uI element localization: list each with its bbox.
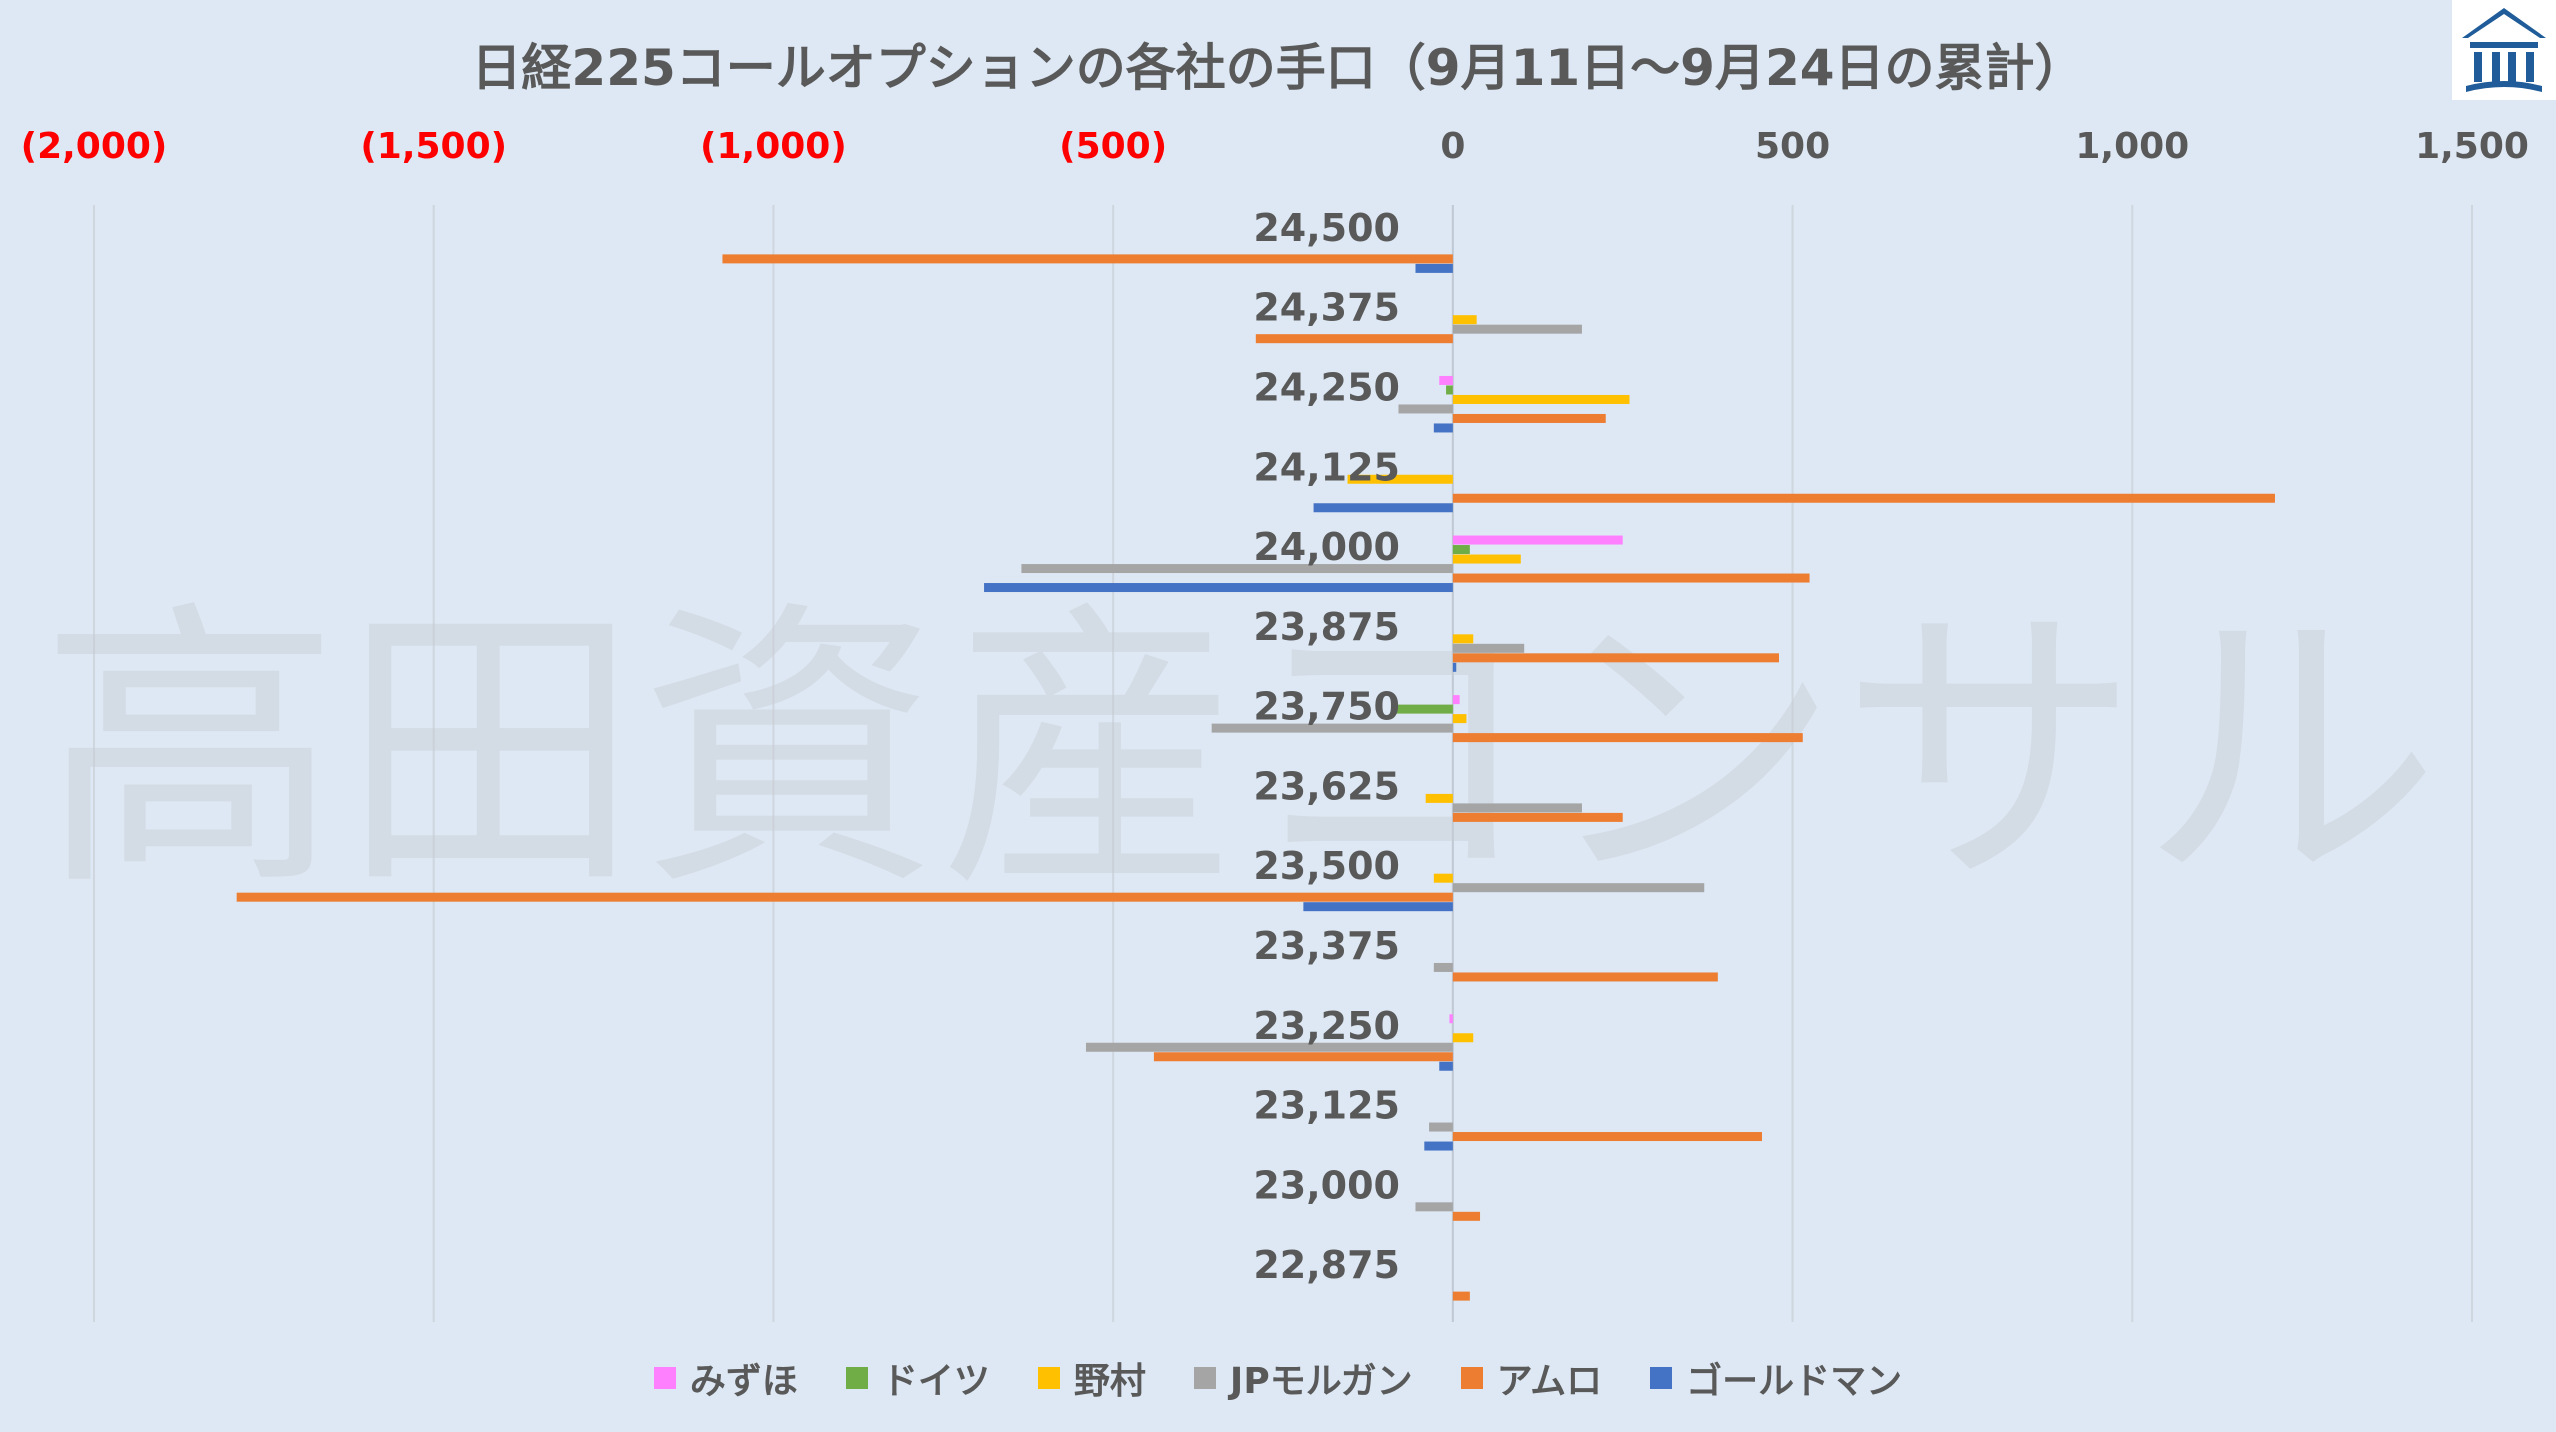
- bar: [1446, 385, 1453, 395]
- bar: [1452, 695, 1460, 705]
- x-tick-label: (2,000): [21, 126, 168, 167]
- legend-swatch: [1193, 1367, 1216, 1389]
- chart-title: 日経225コールオプションの各社の手口（9月11日～9月24日の累計）: [471, 39, 2085, 97]
- bar: [1452, 573, 1810, 583]
- legend-swatch: [845, 1367, 868, 1389]
- bar: [1433, 423, 1453, 433]
- legend-label: みずほ: [689, 1361, 798, 1402]
- bar: [1452, 554, 1521, 564]
- category-label: 23,125: [1253, 1084, 1400, 1128]
- bar: [1452, 803, 1582, 813]
- legend-swatch: [1037, 1367, 1060, 1389]
- bar: [1452, 714, 1467, 724]
- logo: [2452, 0, 2556, 100]
- bar: [1452, 315, 1477, 325]
- bar: [1452, 662, 1457, 672]
- bar: [1452, 545, 1470, 555]
- bar: [1255, 334, 1453, 344]
- bar: [1452, 535, 1623, 545]
- bar: [1449, 1014, 1453, 1024]
- legend-swatch: [1650, 1367, 1673, 1389]
- category-label: 23,500: [1253, 844, 1400, 888]
- category-label: 23,375: [1253, 924, 1400, 968]
- category-labels: 24,500 24,375 24,250 24,125 24,000 23,875 23,7…: [1253, 206, 1400, 1287]
- bar: [1452, 812, 1623, 822]
- bar: [1452, 1132, 1762, 1142]
- legend-label: 野村: [1073, 1361, 1146, 1402]
- bar: [722, 254, 1453, 264]
- bar: [1452, 643, 1525, 653]
- bar: [1398, 404, 1453, 414]
- category-label: 23,250: [1253, 1004, 1400, 1048]
- bar: [1452, 1291, 1470, 1301]
- bar: [1452, 883, 1705, 893]
- bar: [1313, 503, 1453, 513]
- bar: [984, 583, 1453, 593]
- legend-swatch: [1460, 1367, 1483, 1389]
- bar: [1085, 1042, 1453, 1052]
- legend-label: アムロ: [1496, 1361, 1603, 1402]
- bar: [1429, 1122, 1453, 1132]
- bar: [1452, 324, 1582, 334]
- x-tick-label: 1,500: [2415, 126, 2529, 167]
- x-tick-label: 1,000: [2075, 126, 2189, 167]
- legend-item: ドイツ: [845, 1352, 990, 1404]
- legend-item: ゴールドマン: [1650, 1352, 1902, 1404]
- legend-item: JPモルガン: [1193, 1352, 1413, 1404]
- bar: [1439, 1061, 1453, 1071]
- bar: [1211, 723, 1453, 733]
- category-label: 23,875: [1253, 605, 1400, 649]
- bar: [236, 892, 1453, 902]
- legend-label: JPモルガン: [1229, 1361, 1413, 1402]
- bar: [1452, 394, 1630, 404]
- watermark-text: 高田資産コンサル: [40, 577, 2440, 926]
- bar: [1153, 1052, 1453, 1062]
- legend: みずほ ドイツ 野村 JPモルガン アムロ ゴールドマン: [0, 1352, 2556, 1404]
- category-label: 24,000: [1253, 525, 1400, 569]
- bar: [1452, 413, 1606, 423]
- bar: [1424, 1141, 1453, 1151]
- x-tick-label: 0: [1440, 126, 1465, 167]
- category-label: 24,250: [1253, 365, 1400, 409]
- x-tick-label: 500: [1755, 126, 1830, 167]
- bar: [1425, 793, 1453, 803]
- legend-label: ゴールドマン: [1686, 1361, 1903, 1402]
- legend-item: 野村: [1037, 1352, 1146, 1404]
- x-axis-tick-labels: (2,000) (1,500) (1,000) (500) 0 500 1,000 1,500: [21, 126, 2529, 167]
- bar: [1452, 972, 1718, 982]
- legend-swatch: [653, 1367, 676, 1389]
- bar: [1415, 263, 1453, 273]
- bar: [1452, 493, 2275, 503]
- category-label: 22,875: [1253, 1243, 1400, 1287]
- bar: [1433, 873, 1453, 883]
- category-label: 24,375: [1253, 286, 1400, 330]
- bar: [1439, 375, 1453, 385]
- bar: [1415, 1202, 1453, 1212]
- bar: [1452, 634, 1474, 644]
- bar: [1347, 474, 1453, 484]
- bar: [1303, 902, 1453, 912]
- bar: [1452, 1211, 1481, 1221]
- category-label: 24,125: [1253, 445, 1400, 489]
- building-columns-icon: [2462, 8, 2546, 92]
- chart-plot: 高田資産コンサル (2,000) (1,500) (1,000) (500) 0 500 1…: [21, 126, 2529, 1322]
- category-label: 23,625: [1253, 764, 1400, 808]
- x-tick-label: (1,500): [360, 126, 507, 167]
- bar: [1021, 564, 1453, 574]
- legend-item: アムロ: [1460, 1352, 1603, 1404]
- bars: [236, 254, 2275, 1301]
- bar: [1391, 704, 1453, 714]
- legend-item: みずほ: [653, 1352, 798, 1404]
- category-label: 23,750: [1253, 685, 1400, 729]
- bar: [1452, 653, 1779, 663]
- bar: [1452, 1033, 1474, 1043]
- x-tick-label: (500): [1059, 126, 1167, 167]
- category-label: 24,500: [1253, 206, 1400, 250]
- bar: [1452, 733, 1803, 743]
- legend-label: ドイツ: [881, 1361, 990, 1402]
- category-label: 23,000: [1253, 1163, 1400, 1207]
- x-tick-label: (1,000): [700, 126, 847, 167]
- bar: [1433, 962, 1453, 972]
